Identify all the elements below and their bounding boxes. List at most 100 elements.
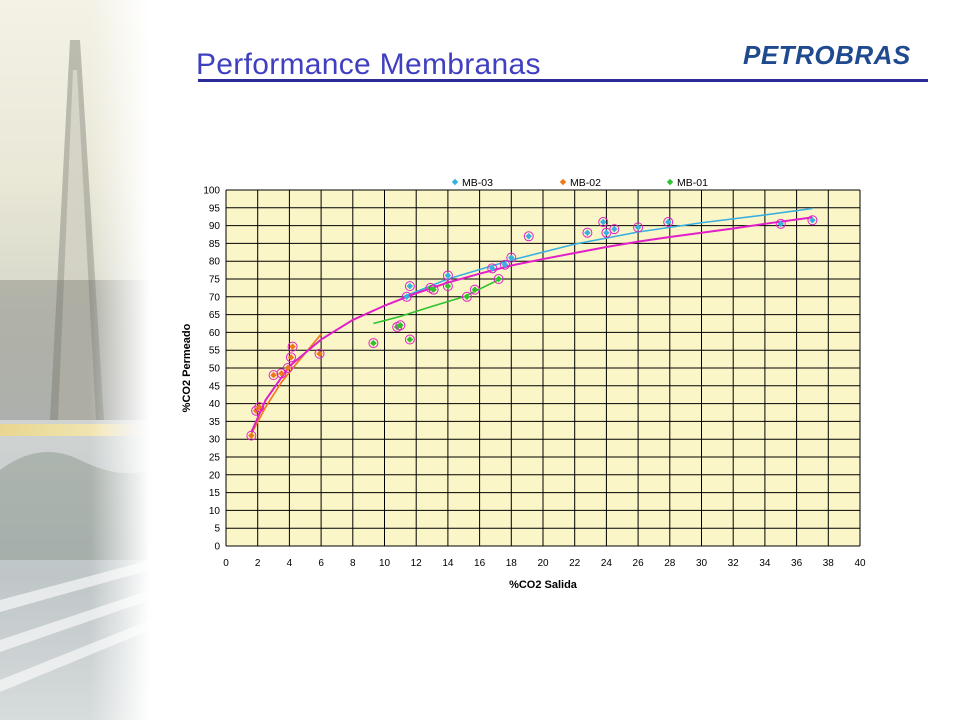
data-point-mb-01: [397, 322, 404, 329]
data-point-mb-03: [406, 282, 414, 290]
data-point-mb-03: [501, 261, 509, 269]
legend-marker-mb-02: [559, 178, 567, 186]
x-tick-label: 34: [759, 558, 771, 569]
page-title: Performance Membranas: [196, 48, 541, 81]
data-point-mb-01: [495, 275, 502, 283]
data-point-mb-01: [463, 293, 471, 301]
data-point-mb-03: [525, 233, 532, 240]
point-ring: [442, 281, 453, 292]
data-point-mb-03: [777, 220, 785, 228]
point-ring: [775, 218, 786, 229]
x-tick-label: 30: [696, 558, 708, 569]
data-point-mb-02: [289, 343, 296, 350]
data-point-mb-03: [809, 217, 816, 224]
point-ring: [404, 334, 415, 345]
data-point-mb-01: [430, 286, 437, 293]
y-tick-label: 5: [214, 524, 220, 535]
data-point-mb-02: [248, 432, 255, 439]
data-point-mb-03: [664, 218, 672, 226]
x-tick-label: 6: [318, 558, 324, 569]
x-tick-label: 36: [791, 558, 803, 569]
data-point-mb-03: [489, 265, 496, 272]
data-point-mb-02: [316, 350, 323, 358]
data-point-mb-03: [611, 225, 618, 233]
legend-label-mb-03: MB-03: [462, 177, 493, 189]
point-ring: [582, 227, 593, 238]
x-tick-label: 14: [442, 558, 454, 569]
point-ring: [404, 281, 415, 292]
point-ring: [428, 284, 439, 295]
title-underline: [198, 79, 928, 82]
data-point-mb-01: [406, 336, 414, 343]
x-axis-label: %CO2 Salida: [509, 579, 578, 591]
point-ring: [395, 320, 406, 331]
y-tick-label: 10: [209, 506, 221, 517]
grid-lines: [225, 189, 861, 547]
data-point-mb-03: [403, 293, 410, 301]
point-ring: [499, 259, 510, 270]
y-tick-label: 80: [209, 257, 221, 268]
strip-fade: [90, 0, 150, 720]
x-tick-label: 28: [664, 558, 676, 569]
point-ring: [401, 291, 412, 302]
x-tick-label: 4: [287, 558, 293, 569]
point-ring: [633, 222, 644, 233]
x-tick-label: 24: [601, 558, 613, 569]
point-ring: [287, 341, 298, 352]
point-ring: [368, 338, 379, 349]
data-point-mb-02: [284, 364, 292, 372]
trend-line-mb-03: [403, 207, 813, 298]
y-tick-label: 40: [209, 399, 221, 410]
y-tick-label: 45: [209, 381, 221, 392]
data-point-mb-03: [508, 254, 515, 261]
point-ring: [523, 231, 534, 242]
data-point-mb-01: [444, 282, 452, 290]
data-point-mb-03: [634, 224, 642, 231]
y-tick-label: 20: [209, 470, 221, 481]
data-point-mb-03: [444, 272, 452, 279]
y-tick-label: 15: [209, 488, 221, 499]
x-tick-labels: 0 2 4 6 8 10 12 14 16 18 20 22 24 26 28 30 32 34 36 38 40: [223, 558, 866, 569]
x-tick-label: 10: [379, 558, 391, 569]
data-point-mb-02: [256, 403, 263, 411]
data-point-mb-02: [270, 371, 277, 379]
data-point-mb-01: [370, 339, 377, 347]
y-tick-label: 70: [209, 292, 221, 303]
derrick-inner: [58, 70, 96, 420]
legend-box: [420, 176, 742, 188]
point-ring: [598, 217, 609, 228]
point-ring: [276, 368, 287, 379]
data-point-mb-02: [278, 370, 285, 377]
point-ring: [268, 370, 279, 381]
data-point-mb-03: [584, 229, 591, 236]
x-tick-label: 22: [569, 558, 581, 569]
point-ring: [469, 284, 480, 295]
x-tick-label: 18: [506, 558, 518, 569]
y-tick-label: 75: [209, 275, 221, 286]
point-ring: [285, 352, 296, 363]
y-tick-label: 65: [209, 310, 221, 321]
point-ring: [506, 252, 517, 263]
legend-label-mb-02: MB-02: [570, 177, 601, 189]
x-tick-label: 2: [255, 558, 261, 569]
data-point-mb-03: [599, 218, 607, 226]
point-ring: [461, 291, 472, 302]
point-ring: [314, 348, 325, 359]
petrobras-logo: PETROBRAS: [743, 40, 911, 70]
x-tick-label: 0: [223, 558, 229, 569]
legend-label-mb-01: MB-01: [677, 177, 708, 189]
trend-lines: [250, 207, 813, 435]
y-tick-label: 50: [209, 364, 221, 375]
y-tick-label: 85: [209, 239, 221, 250]
x-tick-label: 26: [633, 558, 645, 569]
point-ring: [246, 430, 257, 441]
legend-marker-mb-01: [666, 178, 674, 186]
y-tick-label: 60: [209, 328, 221, 339]
x-tick-label: 8: [350, 558, 356, 569]
y-axis-label: %CO2 Permeado: [181, 323, 193, 412]
y-tick-labels: 0 5 10 15 20 25 30 35 40 45 50 55 60 65 70 75 80 85 90 95 10…: [203, 186, 220, 553]
y-tick-label: 25: [209, 453, 221, 464]
y-tick-label: 95: [209, 203, 221, 214]
x-tick-label: 40: [854, 558, 866, 569]
